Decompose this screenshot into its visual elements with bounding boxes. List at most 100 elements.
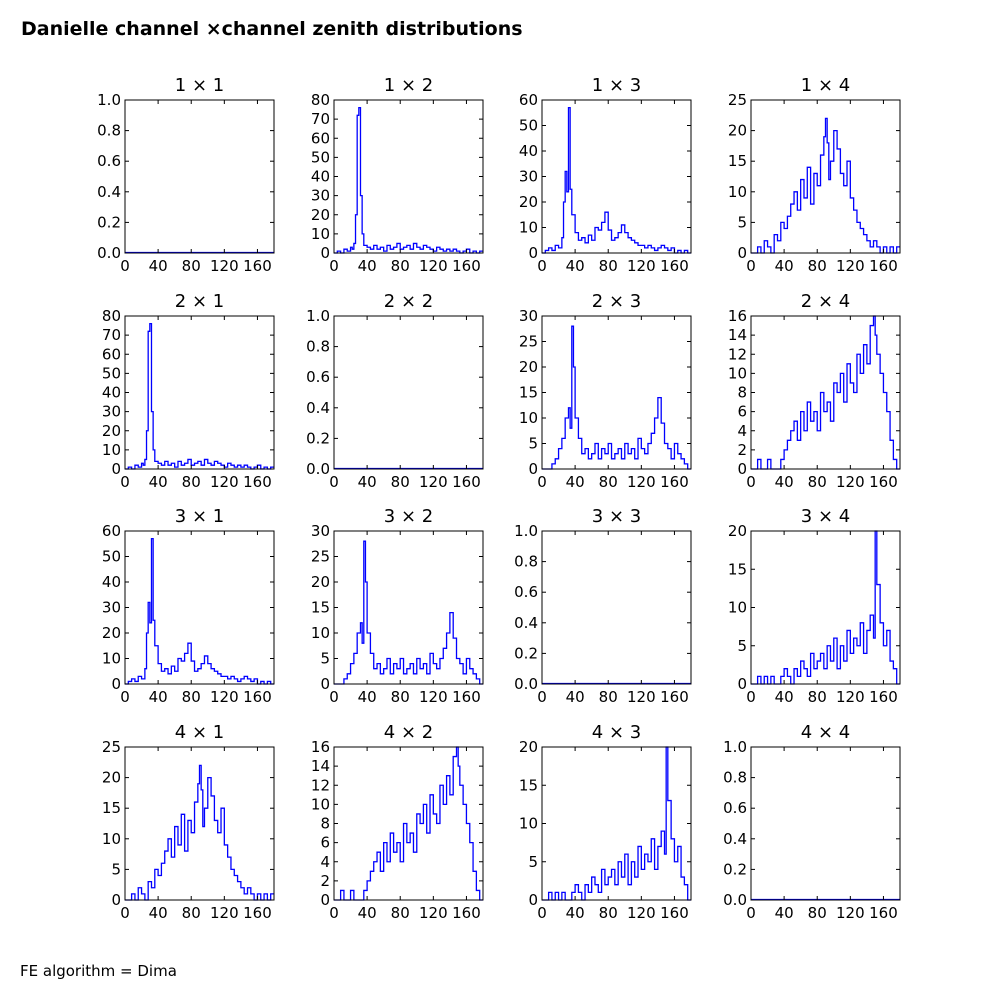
- y-tick-label: 20: [728, 522, 747, 540]
- x-tick-label: 80: [182, 904, 201, 922]
- y-tick-label: 0: [737, 244, 747, 262]
- panel-1-1: 1 × 1 0 40 80 120 160 0.0 0.2 0.4 0.6 0.8 1.0: [97, 75, 275, 275]
- x-tick-label: 40: [149, 904, 168, 922]
- x-tick-label: 120: [627, 257, 656, 275]
- y-tick-label: 15: [728, 152, 747, 170]
- x-tick-label: 0: [746, 473, 756, 491]
- y-tick-label: 1.0: [723, 738, 747, 756]
- x-tick-label: 120: [419, 688, 448, 706]
- panel-4-4: 4 × 4 0 40 80 120 160 0.0 0.2 0.4 0.6 0.8 1.0: [723, 722, 901, 922]
- y-tick-label: 5: [528, 853, 538, 871]
- y-tick-label: 16: [728, 307, 747, 325]
- x-tick-label: 160: [869, 688, 898, 706]
- series-line: [542, 746, 691, 901]
- panel-3-2: 3 × 2 0 40 80 120 160 0 5 10 15 20 25 30: [311, 506, 484, 706]
- y-tick-label: 1.0: [514, 522, 538, 540]
- y-tick-label: 60: [102, 345, 121, 363]
- y-tick-label: 5: [737, 637, 747, 655]
- x-tick-label: 80: [391, 688, 410, 706]
- y-tick-label: 16: [311, 738, 330, 756]
- series-line: [125, 764, 274, 901]
- y-tick-label: 20: [519, 358, 538, 376]
- panel-title: 3 × 1: [175, 506, 224, 527]
- y-tick-label: 20: [519, 738, 538, 756]
- y-tick-label: 25: [519, 333, 538, 351]
- panel-title: 4 × 3: [592, 722, 641, 743]
- y-tick-label: 50: [102, 364, 121, 382]
- panel-3-3: 3 × 3 0 40 80 120 160 0.0 0.2 0.4 0.6 0.8 1.0: [514, 506, 692, 706]
- y-tick-label: 4: [320, 853, 330, 871]
- x-tick-label: 160: [452, 257, 481, 275]
- y-tick-label: 10: [311, 624, 330, 642]
- x-tick-label: 0: [746, 904, 756, 922]
- x-tick-label: 80: [182, 257, 201, 275]
- y-tick-label: 0.2: [514, 644, 538, 662]
- x-tick-label: 40: [149, 257, 168, 275]
- y-tick-label: 0.4: [306, 399, 330, 417]
- y-tick-label: 10: [728, 599, 747, 617]
- y-tick-label: 30: [519, 168, 538, 186]
- x-tick-label: 80: [391, 473, 410, 491]
- y-tick-label: 0.4: [723, 830, 747, 848]
- plot-frame: [124, 530, 275, 685]
- y-tick-label: 0: [528, 460, 538, 478]
- x-tick-label: 120: [836, 257, 865, 275]
- y-tick-label: 70: [102, 326, 121, 344]
- panel-title: 3 × 3: [592, 506, 641, 527]
- x-tick-label: 40: [775, 473, 794, 491]
- y-tick-label: 10: [728, 364, 747, 382]
- x-tick-label: 0: [120, 257, 130, 275]
- y-tick-label: 5: [320, 650, 330, 668]
- panel-title: 1 × 4: [801, 75, 850, 96]
- y-tick-label: 0.4: [514, 614, 538, 632]
- y-tick-label: 0: [528, 244, 538, 262]
- plot-frame: [541, 315, 692, 470]
- plot-frame: [541, 746, 692, 901]
- y-tick-label: 10: [102, 650, 121, 668]
- panel-title: 4 × 1: [175, 722, 224, 743]
- y-tick-label: 30: [519, 307, 538, 325]
- plot-frame: [750, 530, 901, 685]
- x-tick-label: 80: [391, 257, 410, 275]
- y-tick-label: 30: [102, 599, 121, 617]
- x-tick-label: 0: [120, 473, 130, 491]
- y-tick-label: 6: [737, 403, 747, 421]
- y-tick-label: 12: [311, 776, 330, 794]
- y-tick-label: 1.0: [97, 91, 121, 109]
- plot-frame: [541, 530, 692, 685]
- y-tick-label: 0.0: [514, 675, 538, 693]
- y-tick-label: 6: [320, 834, 330, 852]
- y-tick-label: 20: [728, 122, 747, 140]
- x-tick-label: 0: [537, 473, 547, 491]
- panel-1-3: 1 × 3 0 40 80 120 160 0 10 20 30 40 50 60: [519, 75, 692, 275]
- y-tick-label: 10: [102, 830, 121, 848]
- plot-frame: [333, 746, 484, 901]
- panel-2-2: 2 × 2 0 40 80 120 160 0.0 0.2 0.4 0.6 0.8 1.0: [306, 291, 484, 491]
- x-tick-label: 120: [210, 473, 239, 491]
- x-tick-label: 160: [243, 904, 272, 922]
- x-tick-label: 80: [808, 688, 827, 706]
- y-tick-label: 2: [320, 872, 330, 890]
- y-tick-label: 10: [519, 219, 538, 237]
- y-tick-label: 20: [102, 624, 121, 642]
- series-line: [334, 746, 483, 901]
- y-tick-label: 30: [311, 522, 330, 540]
- y-tick-label: 15: [311, 599, 330, 617]
- y-tick-label: 8: [737, 384, 747, 402]
- x-tick-label: 120: [627, 473, 656, 491]
- y-tick-label: 14: [728, 326, 747, 344]
- y-tick-label: 0.8: [723, 769, 747, 787]
- y-tick-label: 0.0: [723, 891, 747, 909]
- x-tick-label: 160: [660, 904, 689, 922]
- y-tick-label: 50: [102, 548, 121, 566]
- y-tick-label: 60: [519, 91, 538, 109]
- y-tick-label: 15: [102, 799, 121, 817]
- x-tick-label: 120: [836, 688, 865, 706]
- y-tick-label: 0.2: [97, 213, 121, 231]
- x-tick-label: 120: [836, 473, 865, 491]
- x-tick-label: 40: [358, 473, 377, 491]
- y-tick-label: 10: [519, 409, 538, 427]
